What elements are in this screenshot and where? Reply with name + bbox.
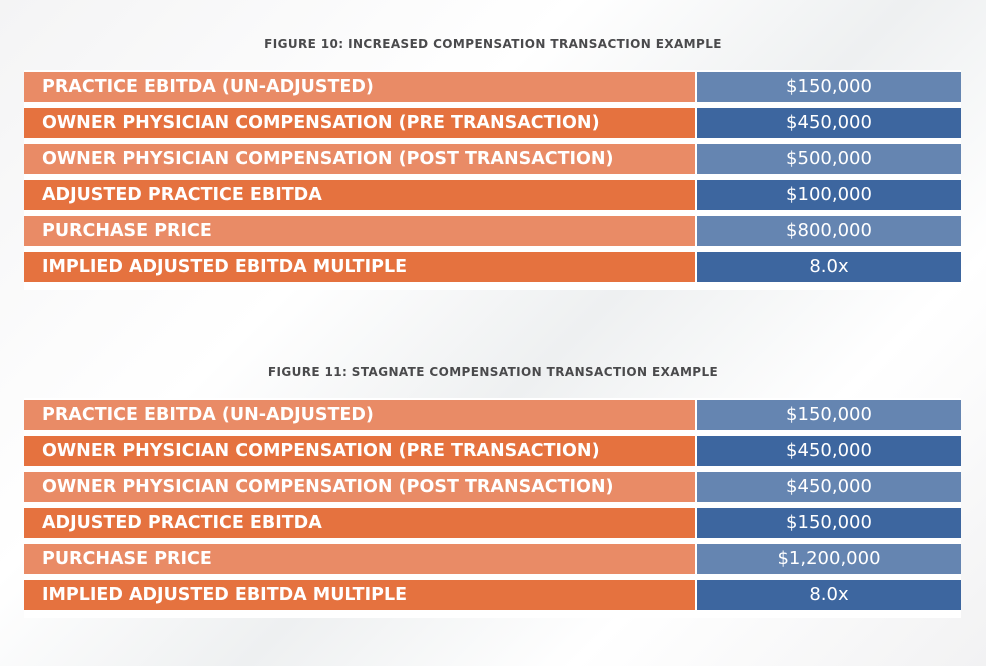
table-row: PRACTICE EBITDA (UN-ADJUSTED) $150,000 — [24, 400, 961, 430]
table-row: ADJUSTED PRACTICE EBITDA $100,000 — [24, 180, 961, 210]
row-label: PRACTICE EBITDA (UN-ADJUSTED) — [24, 400, 695, 430]
figure-11: FIGURE 11: STAGNATE COMPENSATION TRANSAC… — [0, 352, 986, 618]
figure-10: FIGURE 10: INCREASED COMPENSATION TRANSA… — [0, 24, 986, 290]
figure-11-title: FIGURE 11: STAGNATE COMPENSATION TRANSAC… — [267, 365, 719, 379]
table-row: OWNER PHYSICIAN COMPENSATION (PRE TRANSA… — [24, 436, 961, 466]
row-label: OWNER PHYSICIAN COMPENSATION (POST TRANS… — [24, 144, 695, 174]
row-label: IMPLIED ADJUSTED EBITDA MULTIPLE — [24, 580, 695, 610]
table-row: PURCHASE PRICE $1,200,000 — [24, 544, 961, 574]
table-row: PRACTICE EBITDA (UN-ADJUSTED) $150,000 — [24, 72, 961, 102]
row-value: $100,000 — [697, 180, 961, 210]
row-value: $800,000 — [697, 216, 961, 246]
table-row: ADJUSTED PRACTICE EBITDA $150,000 — [24, 508, 961, 538]
row-label: OWNER PHYSICIAN COMPENSATION (POST TRANS… — [24, 472, 695, 502]
row-label: IMPLIED ADJUSTED EBITDA MULTIPLE — [24, 252, 695, 282]
row-value: $150,000 — [697, 400, 961, 430]
table-row: IMPLIED ADJUSTED EBITDA MULTIPLE 8.0x — [24, 580, 961, 610]
row-value: 8.0x — [697, 580, 961, 610]
table-row: OWNER PHYSICIAN COMPENSATION (POST TRANS… — [24, 472, 961, 502]
table-row: IMPLIED ADJUSTED EBITDA MULTIPLE 8.0x — [24, 252, 961, 282]
row-label: ADJUSTED PRACTICE EBITDA — [24, 508, 695, 538]
row-label: ADJUSTED PRACTICE EBITDA — [24, 180, 695, 210]
table-row: OWNER PHYSICIAN COMPENSATION (POST TRANS… — [24, 144, 961, 174]
row-value: $450,000 — [697, 436, 961, 466]
row-value: 8.0x — [697, 252, 961, 282]
row-value: $450,000 — [697, 472, 961, 502]
figure-10-title: FIGURE 10: INCREASED COMPENSATION TRANSA… — [264, 37, 722, 51]
row-value: $1,200,000 — [697, 544, 961, 574]
row-value: $150,000 — [697, 508, 961, 538]
row-label: PURCHASE PRICE — [24, 544, 695, 574]
row-label: PRACTICE EBITDA (UN-ADJUSTED) — [24, 72, 695, 102]
figure-11-table: PRACTICE EBITDA (UN-ADJUSTED) $150,000 O… — [24, 398, 961, 618]
table-row: OWNER PHYSICIAN COMPENSATION (PRE TRANSA… — [24, 108, 961, 138]
row-label: OWNER PHYSICIAN COMPENSATION (PRE TRANSA… — [24, 108, 695, 138]
figure-10-table: PRACTICE EBITDA (UN-ADJUSTED) $150,000 O… — [24, 70, 961, 290]
row-value: $450,000 — [697, 108, 961, 138]
row-value: $150,000 — [697, 72, 961, 102]
row-label: PURCHASE PRICE — [24, 216, 695, 246]
row-label: OWNER PHYSICIAN COMPENSATION (PRE TRANSA… — [24, 436, 695, 466]
table-row: PURCHASE PRICE $800,000 — [24, 216, 961, 246]
row-value: $500,000 — [697, 144, 961, 174]
